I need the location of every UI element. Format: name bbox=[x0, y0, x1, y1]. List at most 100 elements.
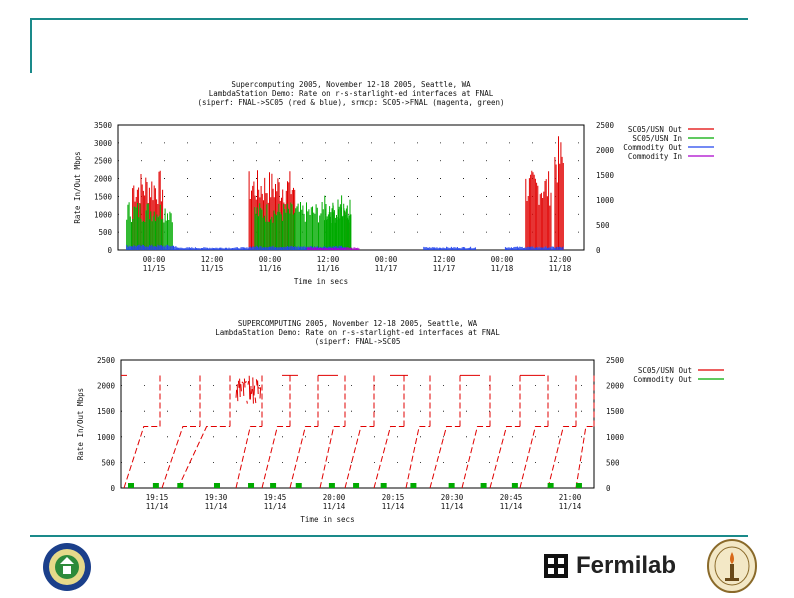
y-tick-label: 500 bbox=[98, 228, 112, 237]
series-burst bbox=[306, 247, 360, 250]
y2-tick-label: 0 bbox=[596, 246, 601, 255]
y-tick-label: 0 bbox=[110, 484, 115, 493]
slide-top-rule bbox=[30, 18, 748, 20]
y-axis-label: Rate In/Out Mbps bbox=[76, 388, 85, 460]
commodity-blip bbox=[353, 483, 360, 488]
x-tick-date: 11/18 bbox=[549, 264, 572, 273]
university-seal-logo bbox=[706, 538, 758, 594]
legend-label: Commodity Out bbox=[633, 375, 692, 384]
x-tick-time: 12:00 bbox=[201, 255, 224, 264]
series-line-red bbox=[121, 372, 595, 489]
x-tick-time: 00:00 bbox=[491, 255, 514, 264]
x-tick-date: 11/16 bbox=[259, 264, 282, 273]
slide-left-rule bbox=[30, 18, 32, 73]
commodity-blip bbox=[575, 483, 582, 488]
x-tick-date: 11/17 bbox=[375, 264, 398, 273]
x-tick-date: 11/14 bbox=[500, 502, 523, 511]
y-tick-label: 3500 bbox=[94, 121, 113, 130]
series-burst bbox=[554, 136, 564, 250]
commodity-blip bbox=[128, 483, 134, 488]
y-tick-label: 0 bbox=[107, 246, 112, 255]
y2-tick-label: 1500 bbox=[596, 171, 615, 180]
legend-label: Commodity In bbox=[628, 152, 682, 161]
y2-tick-label: 1000 bbox=[606, 433, 625, 442]
x-tick-time: 00:00 bbox=[143, 255, 166, 264]
x-tick-time: 20:00 bbox=[323, 493, 346, 502]
series-burst bbox=[175, 247, 249, 250]
commodity-blip bbox=[410, 483, 417, 488]
legend-label: SC05/USN Out bbox=[638, 366, 692, 375]
commodity-blip bbox=[511, 483, 518, 488]
series-burst bbox=[248, 245, 346, 250]
chart-title-line: SUPERCOMPUTING 2005, November 12-18 2005… bbox=[238, 319, 478, 328]
x-axis-label: Time in secs bbox=[300, 515, 354, 524]
commodity-blip bbox=[213, 483, 220, 488]
x-axis-label: Time in secs bbox=[294, 277, 348, 286]
y-tick-label: 2500 bbox=[97, 356, 116, 365]
series-burst bbox=[126, 244, 177, 250]
y-tick-label: 2500 bbox=[94, 157, 113, 166]
chart-title-line: Supercomputing 2005, November 12-18 2005… bbox=[231, 80, 471, 89]
y-tick-label: 500 bbox=[101, 458, 115, 467]
chart-title-line: (siperf: FNAL->SC05 (red & blue), srmcp:… bbox=[197, 98, 504, 107]
chart-title-line: LambdaStation Demo: Rate on r-s-starligh… bbox=[215, 328, 500, 337]
series-burst bbox=[504, 246, 564, 250]
series-burst bbox=[324, 195, 351, 250]
y2-tick-label: 0 bbox=[606, 484, 611, 493]
y-tick-label: 2000 bbox=[94, 175, 113, 184]
y-tick-label: 1000 bbox=[94, 210, 113, 219]
x-tick-date: 11/14 bbox=[441, 502, 464, 511]
x-tick-date: 11/14 bbox=[146, 502, 169, 511]
x-tick-time: 19:30 bbox=[205, 493, 228, 502]
commodity-blip bbox=[295, 483, 302, 488]
y-tick-label: 1500 bbox=[97, 407, 116, 416]
series-burst bbox=[423, 246, 476, 250]
y-tick-label: 1000 bbox=[97, 433, 116, 442]
legend-label: SC05/USN Out bbox=[628, 125, 682, 134]
chart-top: Supercomputing 2005, November 12-18 2005… bbox=[73, 80, 714, 286]
series-burst bbox=[525, 170, 552, 250]
y2-tick-label: 500 bbox=[596, 221, 610, 230]
x-tick-time: 12:00 bbox=[549, 255, 572, 264]
fermilab-wordmark: Fermilab bbox=[576, 552, 677, 579]
x-tick-date: 11/14 bbox=[264, 502, 287, 511]
y-tick-label: 1500 bbox=[94, 192, 113, 201]
x-tick-date: 11/14 bbox=[323, 502, 346, 511]
slide-bottom-rule bbox=[30, 535, 748, 537]
x-tick-time: 12:00 bbox=[317, 255, 340, 264]
y2-tick-label: 2000 bbox=[606, 382, 625, 391]
y2-tick-label: 1000 bbox=[596, 196, 615, 205]
y-tick-label: 2000 bbox=[97, 382, 116, 391]
doe-seal-logo bbox=[42, 542, 92, 592]
x-tick-date: 11/16 bbox=[317, 264, 340, 273]
x-tick-time: 19:45 bbox=[264, 493, 287, 502]
x-tick-date: 11/15 bbox=[143, 264, 166, 273]
x-tick-time: 19:15 bbox=[146, 493, 169, 502]
x-tick-date: 11/14 bbox=[559, 502, 582, 511]
x-tick-time: 20:30 bbox=[441, 493, 464, 502]
fermilab-logo: Fermilab bbox=[540, 548, 676, 584]
x-tick-time: 00:00 bbox=[375, 255, 398, 264]
x-tick-time: 20:15 bbox=[382, 493, 405, 502]
commodity-blip bbox=[547, 483, 554, 488]
commodity-blip bbox=[380, 483, 387, 488]
plot-area bbox=[120, 359, 595, 489]
y2-tick-label: 1500 bbox=[606, 407, 625, 416]
x-tick-date: 11/14 bbox=[205, 502, 228, 511]
y-tick-label: 3000 bbox=[94, 139, 113, 148]
fermilab-mark-icon bbox=[540, 550, 572, 582]
y2-tick-label: 2000 bbox=[596, 146, 615, 155]
x-tick-time: 12:00 bbox=[433, 255, 456, 264]
y2-tick-label: 2500 bbox=[606, 356, 625, 365]
y2-tick-label: 500 bbox=[606, 458, 620, 467]
commodity-blip bbox=[448, 483, 455, 488]
commodity-blip bbox=[328, 483, 335, 488]
x-tick-time: 20:45 bbox=[500, 493, 523, 502]
series-peak bbox=[235, 375, 262, 404]
x-tick-date: 11/14 bbox=[382, 502, 405, 511]
commodity-blip bbox=[177, 483, 184, 488]
series-burst bbox=[126, 202, 173, 250]
commodity-blip bbox=[480, 483, 487, 488]
x-tick-date: 11/17 bbox=[433, 264, 456, 273]
x-tick-time: 00:00 bbox=[259, 255, 282, 264]
